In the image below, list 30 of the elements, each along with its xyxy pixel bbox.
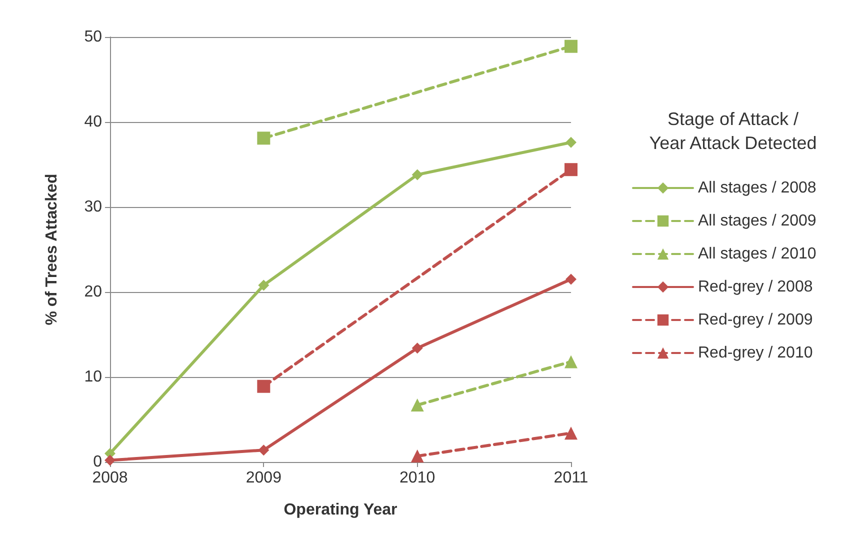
y-tick-label: 20 <box>84 284 102 300</box>
point <box>564 163 578 176</box>
y-tick-label: 10 <box>84 368 102 386</box>
legend-label: Red-grey / 2010 <box>698 344 813 362</box>
point <box>104 454 116 466</box>
point <box>257 380 270 393</box>
point <box>564 40 578 53</box>
point <box>566 136 576 148</box>
x-tick-label: 2008 <box>92 470 128 486</box>
y-tick-label: 30 <box>84 198 102 216</box>
y-tick-label: 40 <box>84 114 102 130</box>
point <box>258 280 270 291</box>
point <box>257 132 270 145</box>
x-tick-label: 2009 <box>246 470 282 486</box>
legend-label: All stages / 2009 <box>698 212 816 230</box>
y-tick-label: 50 <box>84 28 102 46</box>
point <box>258 444 270 456</box>
legend-label: Red-grey / 2009 <box>698 312 813 328</box>
legend-label: Red-grey / 2008 <box>698 278 813 296</box>
legend-title: Stage of Attack / Year Attack Detected <box>649 109 817 153</box>
y-tick-label: 0 <box>93 454 102 470</box>
point <box>566 274 576 285</box>
x-tick-label: 2011 <box>554 470 588 486</box>
y-axis-title: % of Trees Attacked <box>44 174 60 326</box>
legend-label: All stages / 2008 <box>698 180 816 196</box>
x-axis-title: Operating Year <box>284 502 398 518</box>
legend-label: All stages / 2010 <box>698 246 816 262</box>
point <box>412 342 423 354</box>
x-tick-label: 2010 <box>400 470 436 486</box>
point <box>412 169 423 180</box>
